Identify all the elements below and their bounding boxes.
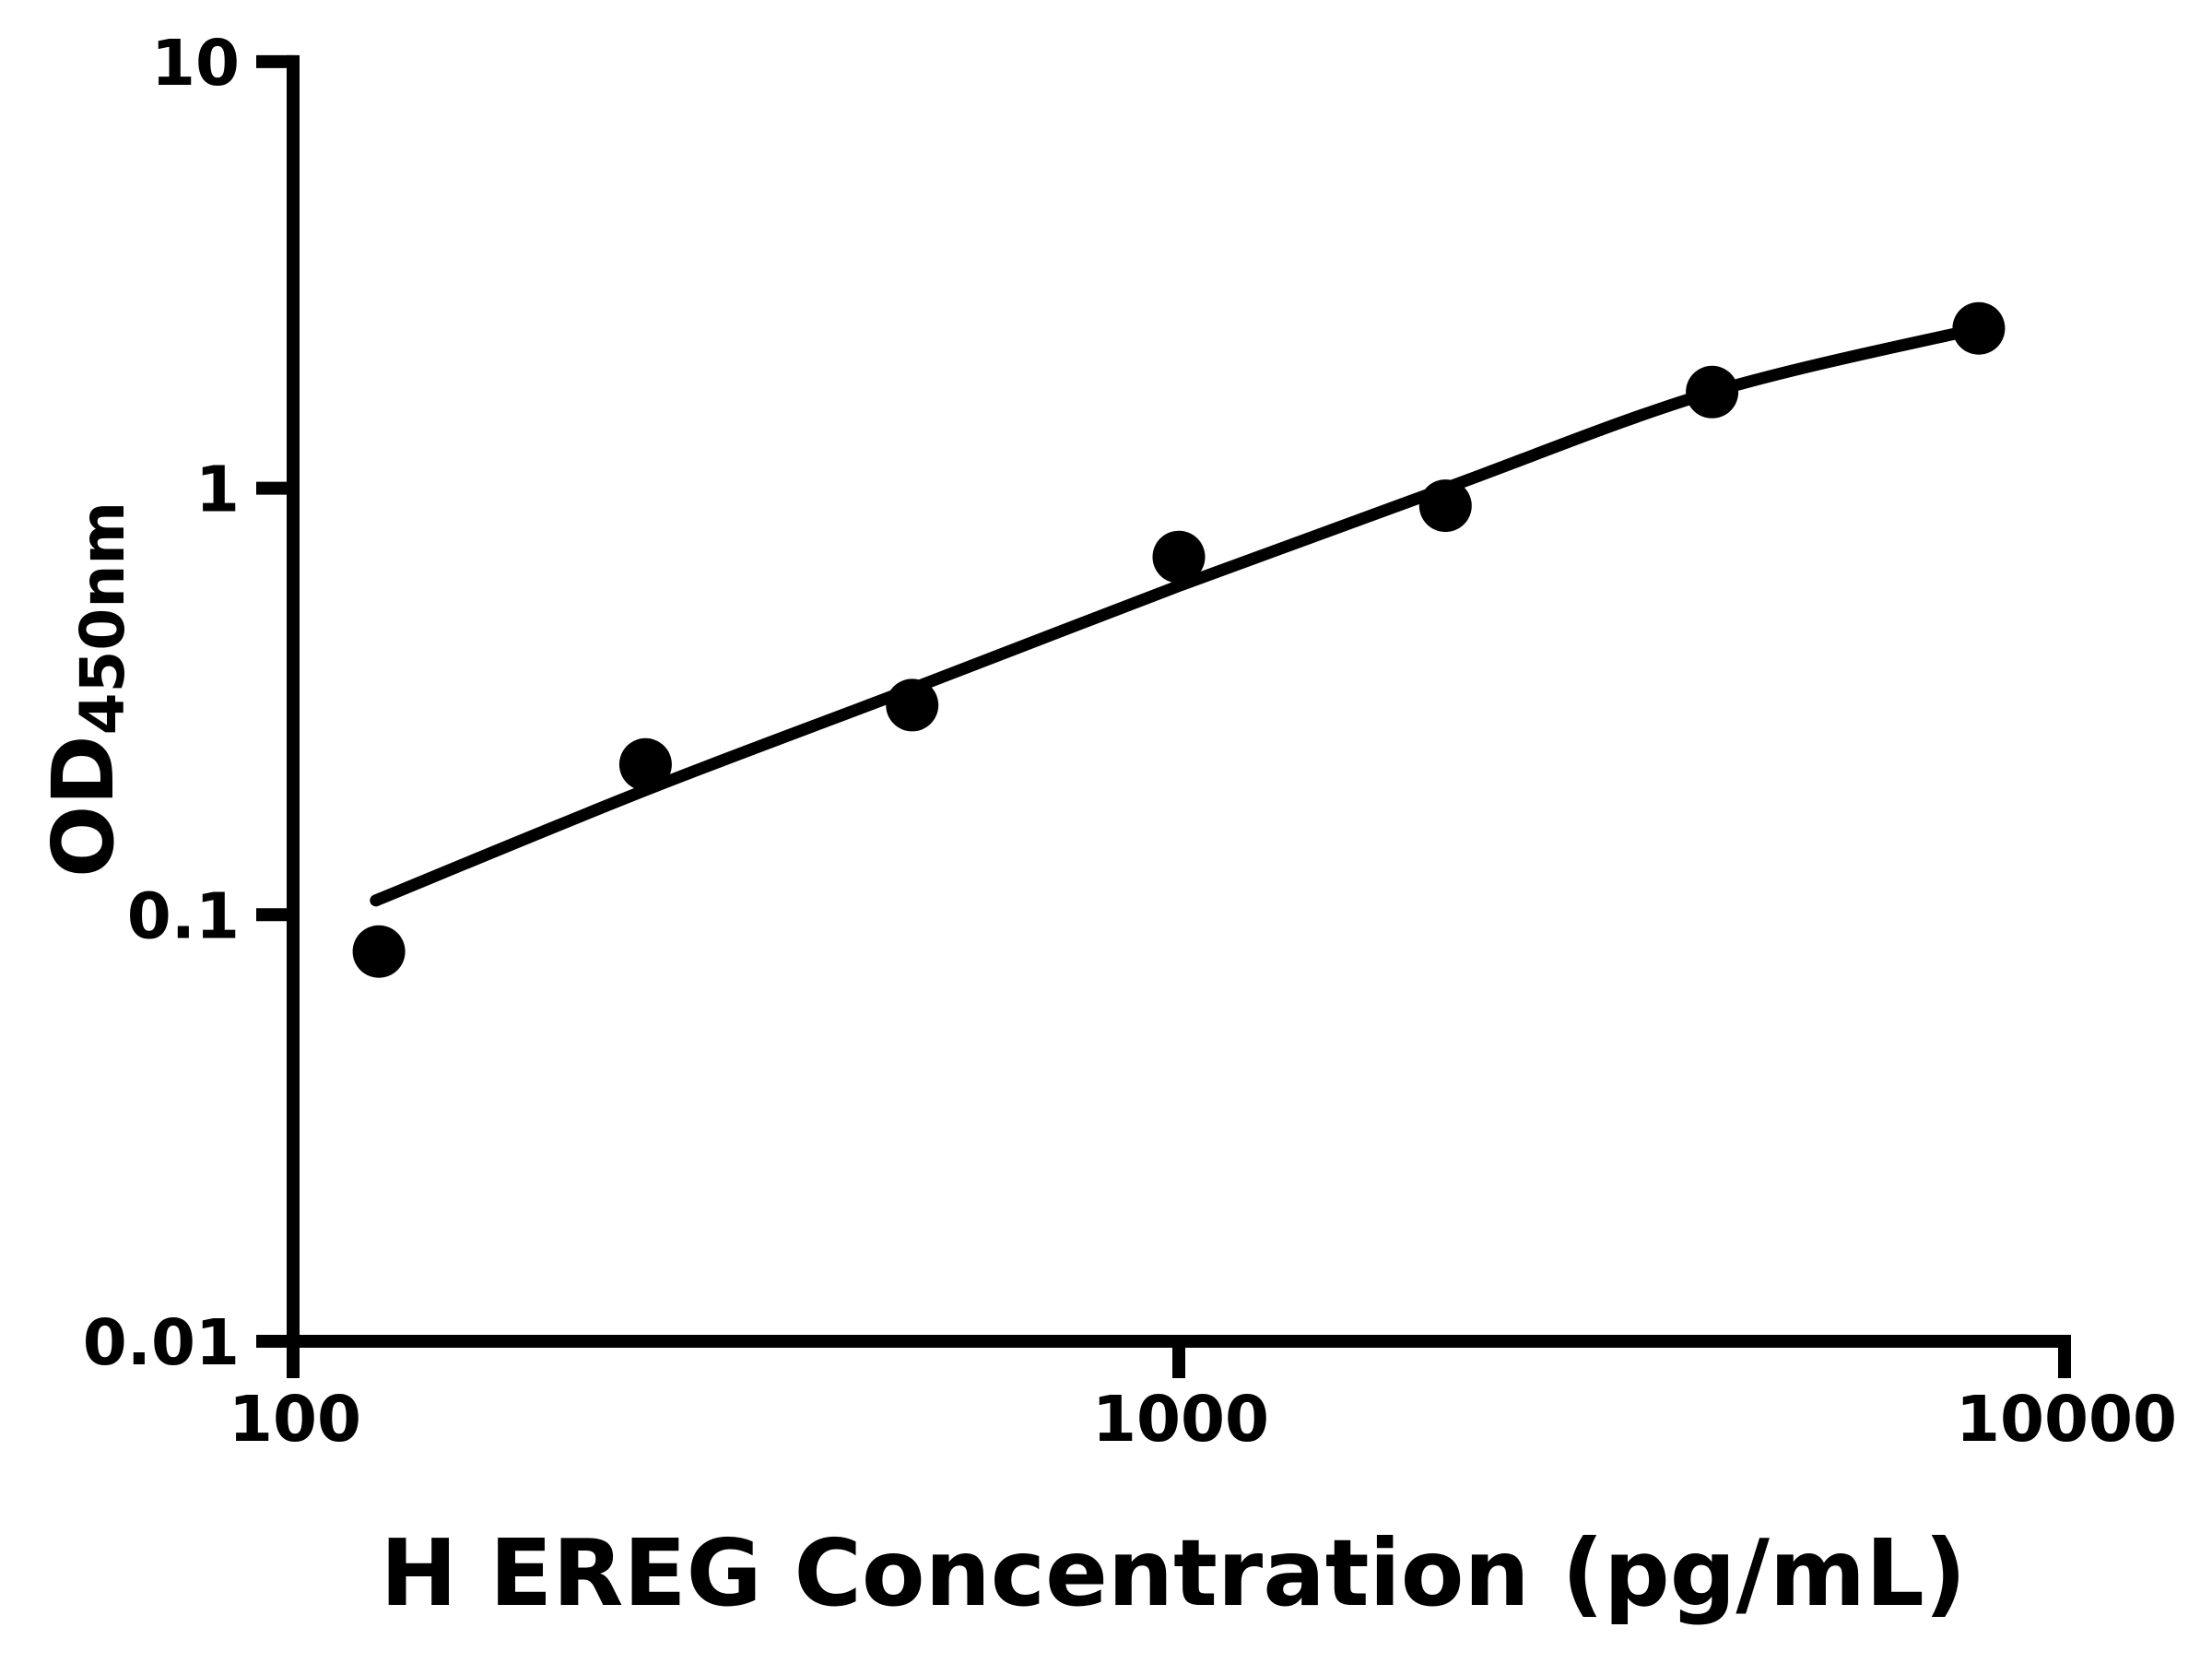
x-tick-label: 10000 [1956, 1383, 2177, 1457]
data-point [352, 925, 406, 978]
x-tick-label: 1000 [1092, 1383, 1269, 1457]
data-point [1152, 530, 1206, 584]
data-point [1418, 479, 1472, 533]
y-axis-title-main: OD [34, 735, 133, 878]
x-axis-title: H EREG Concentration (pg/mL) [381, 1519, 1967, 1627]
plot-area: 100 1000 10000 10 1 0.1 0.01 [83, 27, 2177, 1457]
y-axis-title: OD450nm [34, 501, 138, 878]
data-point [618, 737, 672, 791]
data-point [1952, 301, 2006, 355]
data-point [1686, 365, 1739, 419]
y-axis-title-sub: 450nm [67, 501, 138, 736]
x-tick-label: 100 [229, 1383, 361, 1457]
data-point [886, 678, 939, 732]
y-tick-label: 10 [151, 27, 240, 100]
y-tick-label: 0.1 [127, 879, 240, 953]
y-tick-label: 0.01 [83, 1306, 240, 1380]
y-tick-label: 1 [195, 454, 240, 527]
fit-curve [370, 322, 1985, 907]
